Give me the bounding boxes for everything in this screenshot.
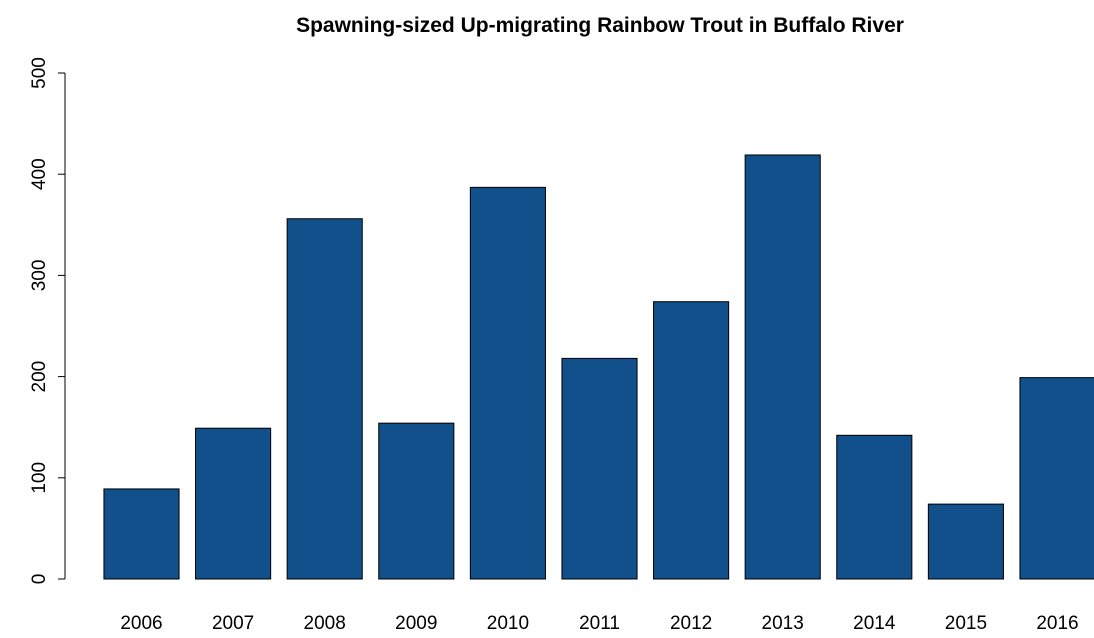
y-tick-label: 0 xyxy=(29,574,50,585)
x-tick-label: 2006 xyxy=(120,613,162,634)
bar xyxy=(103,488,180,580)
bar xyxy=(744,154,821,580)
x-tick-label: 2007 xyxy=(212,613,254,634)
x-tick-label: 2011 xyxy=(579,613,620,634)
bar xyxy=(836,434,913,580)
bar xyxy=(378,422,455,580)
x-tick-label: 2016 xyxy=(1036,613,1078,634)
y-tick-label: 300 xyxy=(29,260,50,292)
x-tick-label: 2013 xyxy=(762,613,804,634)
x-tick-label: 2014 xyxy=(853,613,896,634)
bar xyxy=(927,503,1004,580)
x-tick-label: 2009 xyxy=(395,613,437,634)
x-tick-label: 2015 xyxy=(945,613,987,634)
bar xyxy=(653,301,730,580)
bar xyxy=(469,186,546,580)
y-tick-label: 100 xyxy=(29,462,50,494)
x-tick-label: 2010 xyxy=(487,613,529,634)
y-tick-label: 400 xyxy=(29,158,50,190)
bar xyxy=(286,218,363,580)
bar xyxy=(561,357,638,580)
y-tick-label: 200 xyxy=(29,361,50,393)
x-tick-label: 2012 xyxy=(670,613,712,634)
x-tick-label: 2008 xyxy=(304,613,346,634)
bar xyxy=(1019,377,1094,580)
chart-title: Spawning-sized Up-migrating Rainbow Trou… xyxy=(296,14,904,37)
bar xyxy=(195,427,272,580)
y-tick-label: 500 xyxy=(29,57,50,89)
